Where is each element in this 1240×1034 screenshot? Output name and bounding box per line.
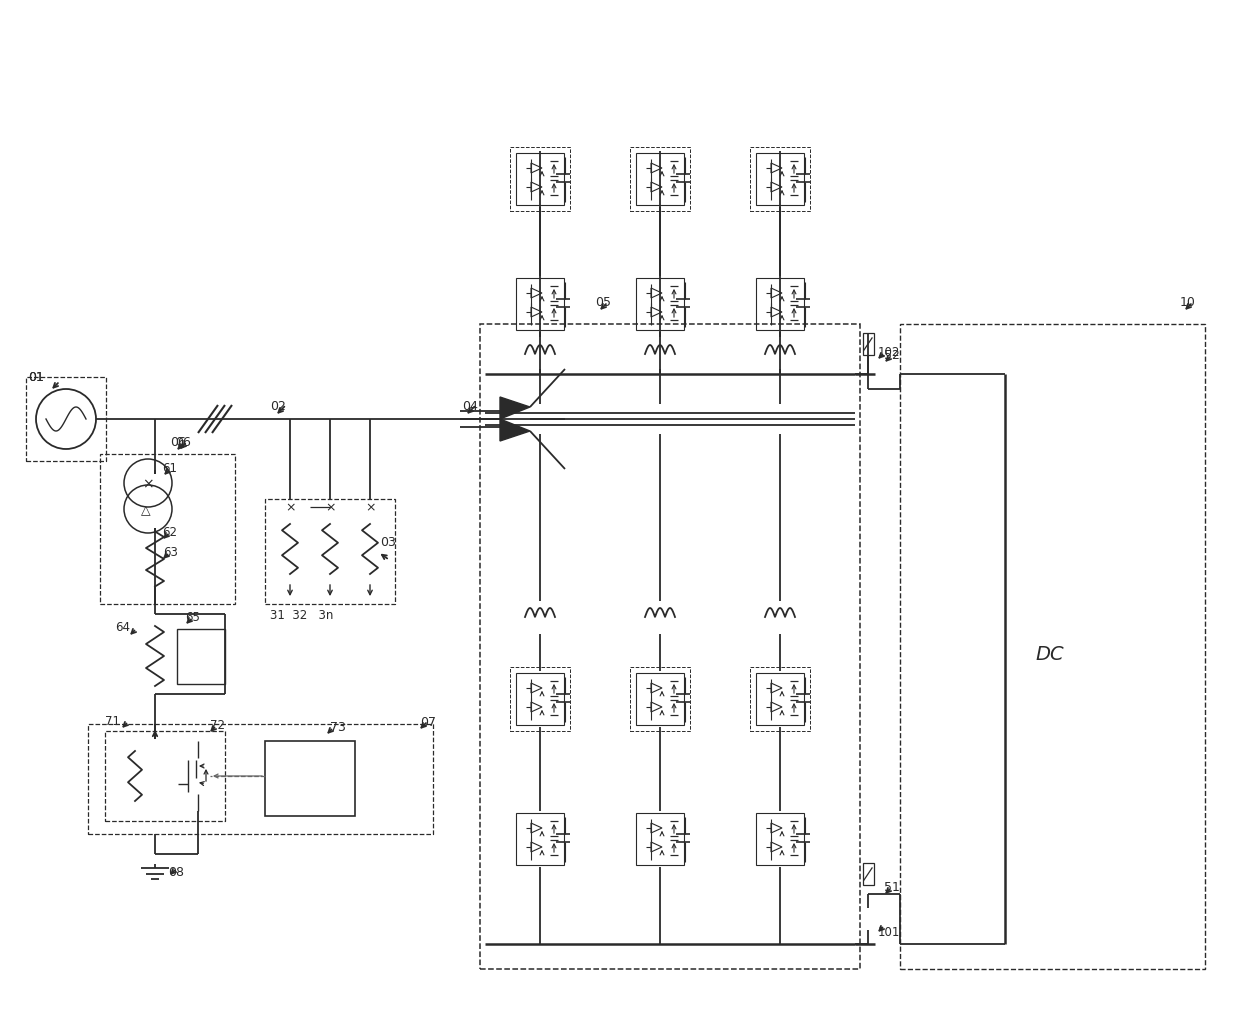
Bar (863, 333, 873, 355)
Text: 64: 64 (115, 621, 130, 634)
Bar (88, 724, 433, 834)
Text: 62: 62 (162, 526, 177, 539)
Text: 51: 51 (884, 881, 900, 894)
Text: 07: 07 (420, 716, 436, 729)
Text: ×: × (143, 477, 154, 491)
Text: 10: 10 (1180, 296, 1195, 309)
Bar (863, 863, 873, 885)
Text: ×: × (365, 501, 376, 514)
Bar (636, 813, 683, 865)
Bar (636, 278, 683, 330)
Bar (265, 499, 396, 604)
Bar (756, 813, 804, 865)
Text: 101: 101 (878, 926, 900, 939)
Text: 06: 06 (170, 436, 186, 449)
Bar (105, 731, 224, 821)
Polygon shape (500, 397, 529, 440)
Bar (516, 278, 564, 330)
Text: 06: 06 (175, 436, 191, 449)
Text: 71: 71 (105, 714, 120, 728)
Bar (756, 153, 804, 206)
Text: 72: 72 (210, 719, 224, 732)
Bar (636, 673, 683, 725)
Text: DC: DC (1035, 644, 1064, 664)
Bar (265, 741, 355, 816)
Text: 102: 102 (878, 346, 900, 359)
Text: 31  32   3n: 31 32 3n (270, 609, 334, 622)
Text: 52: 52 (884, 349, 900, 362)
Bar (630, 667, 689, 731)
Text: 73: 73 (330, 721, 346, 734)
Bar (510, 147, 570, 211)
Bar (630, 147, 689, 211)
Bar (26, 377, 105, 461)
Text: 63: 63 (162, 546, 177, 559)
Text: 03: 03 (379, 536, 396, 549)
Bar (750, 667, 810, 731)
Bar (510, 667, 570, 731)
Text: 65: 65 (185, 611, 200, 624)
Bar (900, 324, 1205, 969)
Bar (177, 629, 224, 685)
Bar (516, 813, 564, 865)
Text: ×: × (285, 501, 295, 514)
Text: 04: 04 (463, 400, 477, 413)
Bar (756, 673, 804, 725)
Bar (516, 673, 564, 725)
Text: 61: 61 (162, 462, 177, 475)
Text: 08: 08 (167, 866, 184, 879)
Bar (756, 278, 804, 330)
Text: ×: × (325, 501, 336, 514)
Bar (516, 153, 564, 206)
Text: 01: 01 (29, 371, 43, 384)
Bar (480, 324, 861, 969)
Text: 02: 02 (270, 400, 286, 413)
Text: 05: 05 (595, 296, 611, 309)
Bar (636, 153, 683, 206)
Text: 01: 01 (29, 371, 43, 384)
Text: △: △ (141, 504, 150, 517)
Bar (100, 454, 236, 604)
Bar (750, 147, 810, 211)
